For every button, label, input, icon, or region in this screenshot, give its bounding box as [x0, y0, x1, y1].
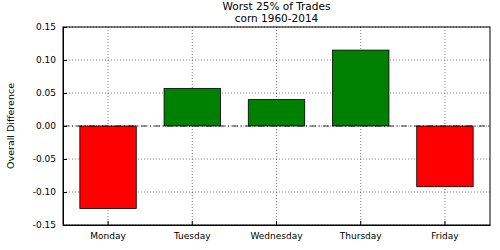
x-axis-line — [64, 225, 491, 226]
x-tick: Tuesday — [173, 221, 211, 241]
y-tick-mark — [63, 126, 67, 127]
y-tick-label: -0.10 — [33, 187, 57, 197]
x-tick: Wednesday — [250, 221, 303, 241]
x-tick: Friday — [431, 221, 459, 241]
bar — [248, 100, 304, 126]
bar — [164, 88, 220, 126]
grid — [63, 27, 490, 225]
x-axis: Monday Tuesday Wednesday Thursday Friday — [64, 221, 491, 241]
x-tick: Thursday — [339, 221, 383, 241]
x-tick-mark — [276, 221, 277, 225]
x-tick-mark — [444, 221, 445, 225]
zero-line — [63, 126, 490, 127]
y-tick-mark — [63, 27, 67, 28]
bars — [80, 50, 473, 208]
y-tick-label: -0.15 — [33, 220, 56, 230]
y-tick: -0.10 — [33, 187, 67, 197]
y-axis: -0.15 -0.10 -0.05 0.00 0.05 0.10 0.15 — [33, 22, 67, 230]
y-tick-mark — [63, 93, 67, 94]
y-tick: -0.15 — [33, 220, 67, 230]
x-tick-mark — [360, 221, 361, 225]
x-tick: Monday — [90, 221, 126, 241]
title: Worst 25% of Trades — [223, 0, 331, 12]
y-tick-label: 0.00 — [36, 121, 56, 131]
subtitle: corn 1960-2014 — [235, 12, 319, 24]
x-tick-mark — [192, 221, 193, 225]
y-tick: 0.05 — [36, 88, 67, 98]
x-tick-label: Friday — [431, 231, 459, 241]
y-tick: -0.05 — [33, 154, 67, 164]
y-tick-label: 0.10 — [36, 55, 56, 65]
x-tick-label: Tuesday — [173, 231, 211, 241]
bar — [333, 50, 389, 126]
y-axis-title: Overall Difference — [5, 83, 16, 169]
y-tick: 0.15 — [36, 22, 67, 32]
x-tick-label: Monday — [90, 231, 126, 241]
x-tick-label: Wednesday — [250, 231, 303, 241]
y-tick-label: 0.05 — [36, 88, 56, 98]
y-tick-mark — [63, 159, 67, 160]
y-tick: 0.00 — [36, 121, 67, 131]
x-tick-label: Thursday — [339, 231, 383, 241]
bar — [80, 126, 136, 209]
y-tick-label: -0.05 — [33, 154, 56, 164]
bar — [417, 126, 473, 187]
y-tick-mark — [63, 60, 67, 61]
chart: -0.15 -0.10 -0.05 0.00 0.05 0.10 0.15 Monday Tue… — [0, 0, 500, 250]
y-tick: 0.10 — [36, 55, 67, 65]
y-tick-mark — [63, 192, 67, 193]
y-tick-label: 0.15 — [36, 22, 56, 32]
plot-frame — [63, 27, 490, 225]
x-tick-mark — [108, 221, 109, 225]
